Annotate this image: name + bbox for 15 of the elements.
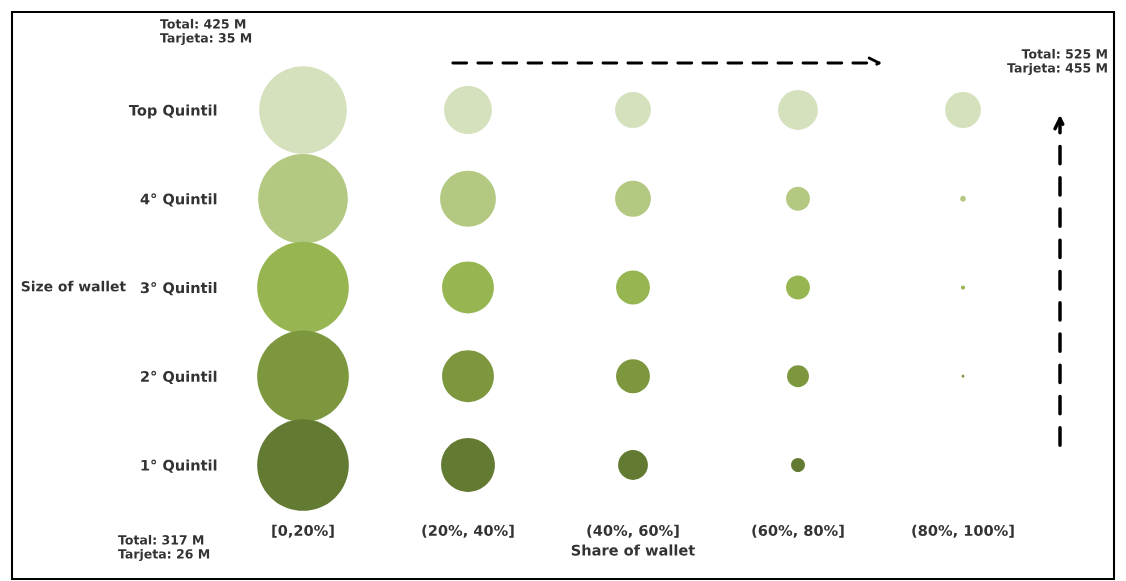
y-tick-label: Top Quintil (128, 104, 217, 119)
x-tick-label: (20%, 40%] (422, 524, 514, 538)
y-axis-title: Size of wallet (21, 280, 126, 292)
x-axis-title: Share of wallet (571, 544, 695, 556)
y-tick-label: 4° Quintil (140, 193, 217, 207)
x-tick-label: [0,20%] (272, 524, 334, 538)
text: Total: 425 M Tarjeta: 35 M (160, 18, 252, 46)
y-tick-label: 3° Quintil (140, 281, 217, 296)
text: Total: 525 M Tarjeta: 455 M (1007, 48, 1107, 76)
y-tick-label: 1° Quintil (141, 459, 217, 473)
x-tick-label: (40%, 60%] (587, 524, 679, 538)
text: Total: 317 M Tarjeta: 26 M (118, 534, 210, 562)
x-tick-label: (80%, 100%] (912, 524, 1014, 538)
x-tick-label: (60%, 80%] (752, 524, 844, 538)
y-tick-label: 2° Quintil (141, 370, 217, 384)
